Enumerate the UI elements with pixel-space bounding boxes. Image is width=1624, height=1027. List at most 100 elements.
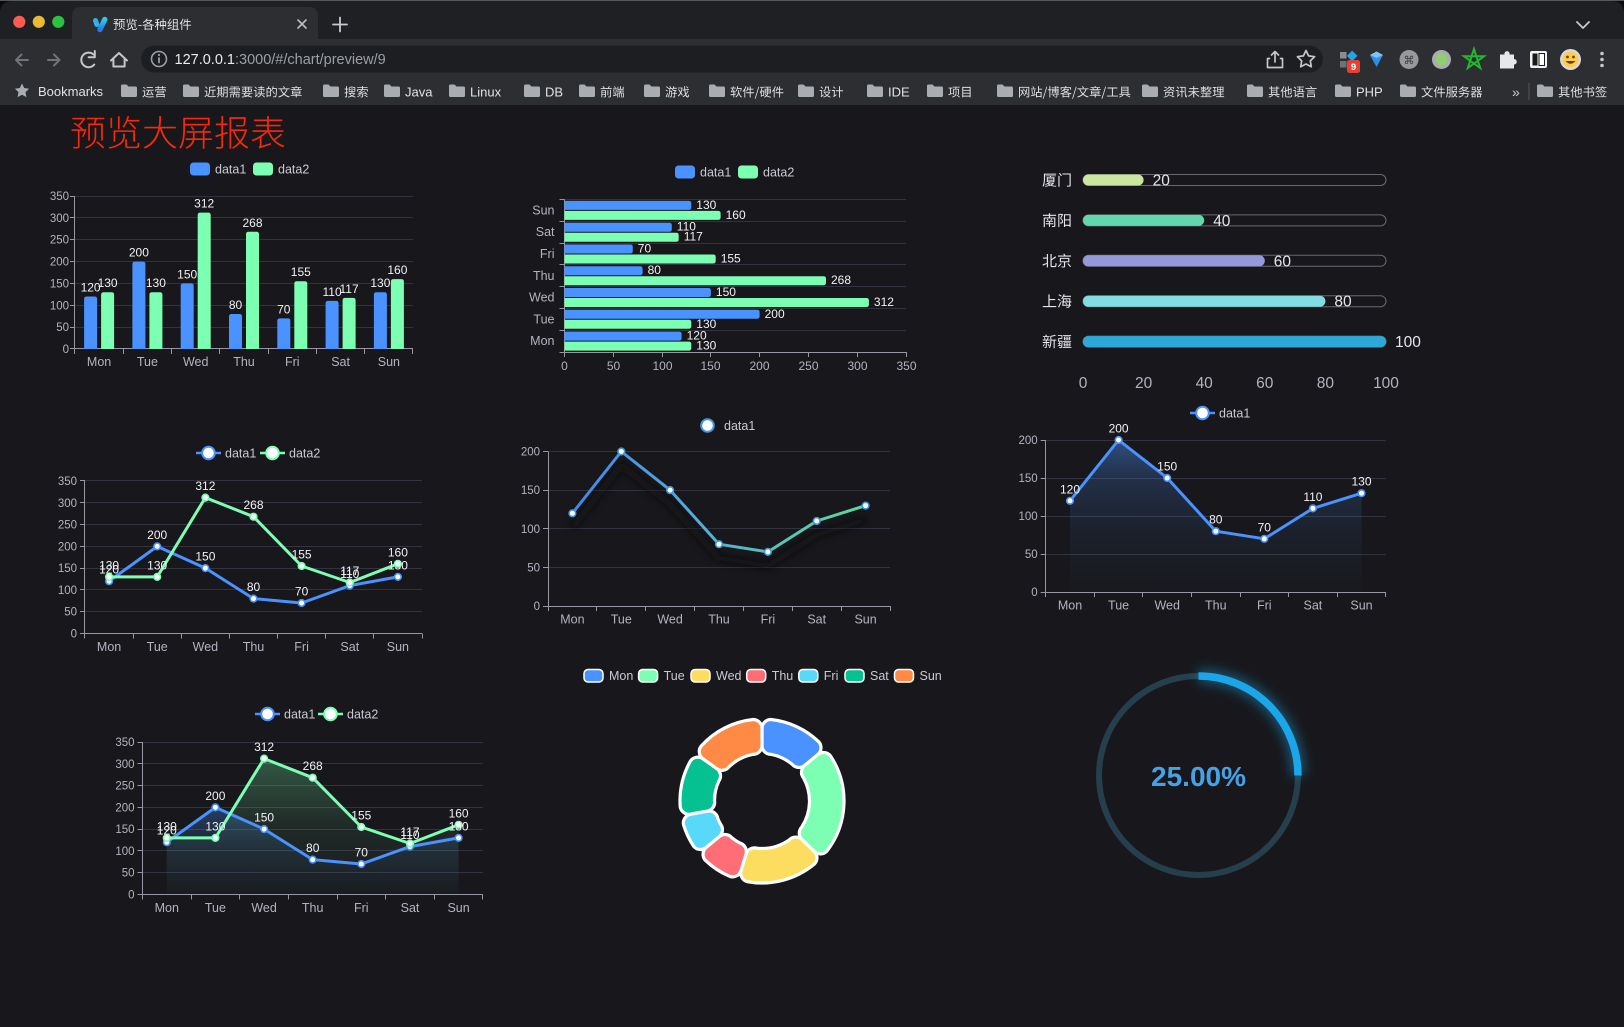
svg-text:100: 100 [1019,511,1038,523]
svg-text:Mon: Mon [609,669,633,683]
svg-text:60: 60 [1274,253,1292,270]
svg-text:130: 130 [388,558,408,572]
svg-text:Thu: Thu [772,669,794,683]
svg-text:155: 155 [351,809,371,823]
svg-text:Thu: Thu [302,901,324,915]
svg-text:0: 0 [63,344,69,356]
svg-text:»: » [1512,84,1520,100]
svg-text:Wed: Wed [183,355,209,369]
svg-text:200: 200 [1109,422,1129,436]
svg-text:Tue: Tue [611,613,632,627]
svg-text:200: 200 [58,541,77,553]
svg-text:110: 110 [400,828,419,842]
svg-text:50: 50 [64,607,77,619]
svg-text:Sat: Sat [1304,599,1323,613]
svg-text:9: 9 [1351,62,1356,73]
svg-text:Mon: Mon [560,613,584,627]
svg-text:350: 350 [115,737,134,749]
svg-text:120: 120 [99,563,119,577]
svg-text:312: 312 [195,479,215,493]
svg-text:130: 130 [696,317,716,331]
svg-text:100: 100 [521,524,540,536]
svg-text:130: 130 [449,819,469,833]
svg-text:Sun: Sun [854,613,876,627]
svg-text:80: 80 [229,298,243,312]
svg-text:20: 20 [1135,375,1153,392]
svg-text:250: 250 [115,781,134,793]
svg-text:DB: DB [545,85,563,100]
svg-text:120: 120 [81,281,101,295]
svg-text:130: 130 [696,339,716,353]
svg-text:Thu: Thu [233,355,255,369]
svg-text:100: 100 [652,359,672,373]
svg-text:40: 40 [1196,375,1214,392]
svg-text:150: 150 [58,563,77,575]
svg-text:Fri: Fri [294,640,309,654]
svg-text:110: 110 [677,220,696,234]
svg-text:268: 268 [831,273,851,287]
svg-text:Tue: Tue [1108,599,1129,613]
svg-text:0: 0 [128,890,134,902]
svg-text:data1: data1 [284,708,315,722]
svg-text:Sat: Sat [331,355,350,369]
svg-text:150: 150 [177,267,197,281]
svg-text:130: 130 [98,276,118,290]
svg-text:80: 80 [1317,375,1335,392]
svg-text:Fri: Fri [761,613,776,627]
svg-text:data2: data2 [278,163,309,177]
svg-text:0: 0 [1079,375,1088,392]
svg-text:312: 312 [194,197,214,211]
svg-text:250: 250 [50,235,69,247]
svg-text:Sun: Sun [532,203,554,217]
svg-text:Wed: Wed [716,669,742,683]
svg-text:Fri: Fri [824,669,839,683]
svg-text:130: 130 [99,558,119,572]
svg-text:20: 20 [1153,173,1171,190]
svg-text:155: 155 [291,265,311,279]
svg-text:data1: data1 [724,419,755,433]
svg-text:Mon: Mon [1058,599,1082,613]
svg-text:Fri: Fri [1257,599,1272,613]
svg-text:Mon: Mon [155,901,179,915]
svg-text:40: 40 [1213,213,1231,230]
svg-text:150: 150 [115,824,134,836]
svg-text:80: 80 [247,580,261,594]
svg-text:0: 0 [1031,587,1037,599]
svg-text:Tue: Tue [205,901,226,915]
svg-text:Tue: Tue [664,669,685,683]
svg-text:100: 100 [115,846,134,858]
svg-text:data1: data1 [1219,407,1250,421]
svg-text:160: 160 [388,545,408,559]
svg-text:312: 312 [874,295,894,309]
svg-text:70: 70 [638,242,652,256]
svg-text:data2: data2 [289,447,320,461]
svg-text:70: 70 [355,846,369,860]
svg-text:200: 200 [205,789,225,803]
svg-text:130: 130 [205,819,225,833]
svg-text:Tue: Tue [137,355,158,369]
svg-text:150: 150 [195,550,215,564]
svg-text:268: 268 [303,759,323,773]
svg-text:80: 80 [306,841,320,855]
svg-text:155: 155 [292,548,312,562]
svg-text:100: 100 [50,300,69,312]
svg-text:Fri: Fri [285,355,300,369]
svg-text:110: 110 [340,567,359,581]
svg-text:0: 0 [534,601,540,613]
svg-text:Sun: Sun [378,355,400,369]
svg-text:70: 70 [295,585,309,599]
svg-text:Fri: Fri [354,901,369,915]
svg-text:130: 130 [370,276,390,290]
svg-text:150: 150 [254,811,274,825]
svg-text:160: 160 [387,263,407,277]
svg-text:Mon: Mon [87,355,111,369]
svg-text:150: 150 [521,485,540,497]
svg-text:130: 130 [147,558,167,572]
svg-text:Wed: Wed [1154,599,1180,613]
svg-text:117: 117 [684,230,703,244]
svg-text:300: 300 [115,759,134,771]
svg-text:data1: data1 [225,447,256,461]
svg-text:200: 200 [1019,435,1038,447]
svg-text:200: 200 [50,257,69,269]
svg-text:312: 312 [254,740,274,754]
